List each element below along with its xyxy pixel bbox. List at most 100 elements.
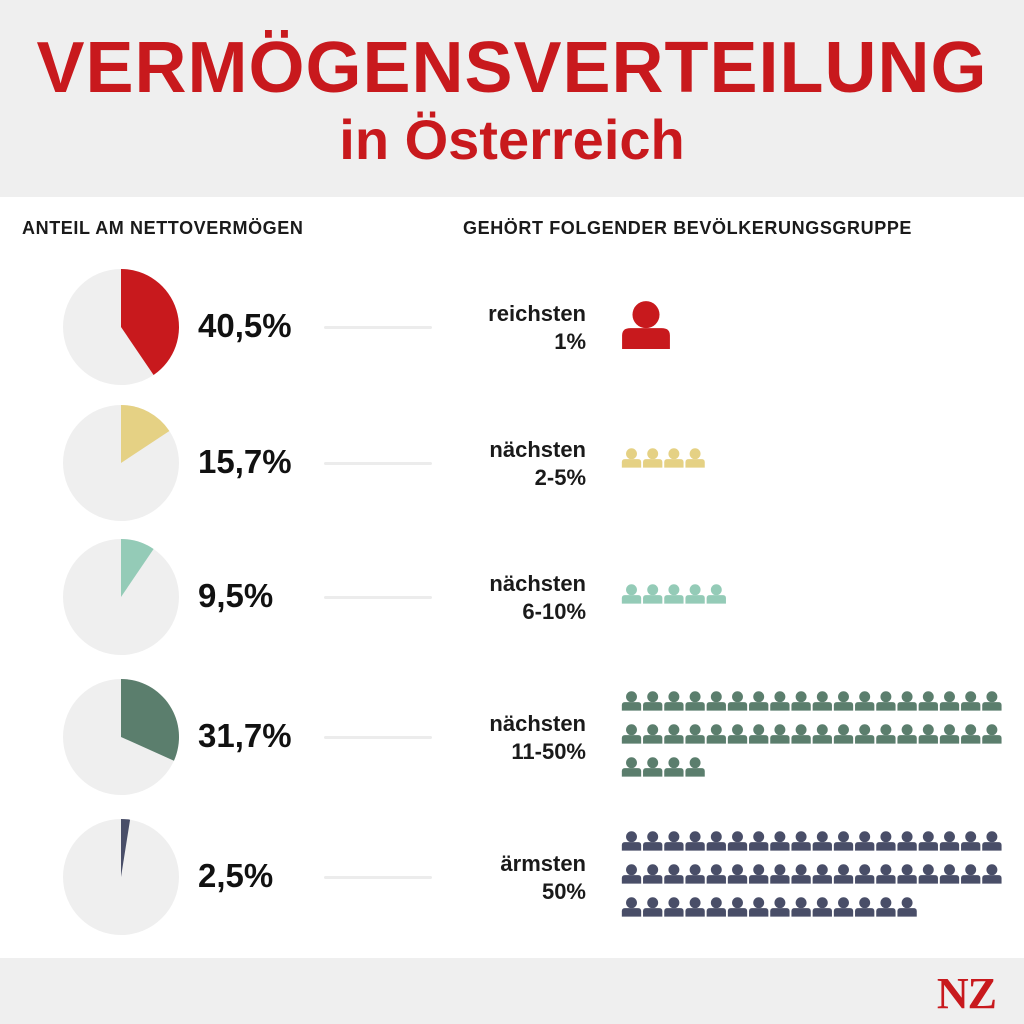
person-icon-head bbox=[626, 757, 637, 769]
value-label: 9,5% bbox=[198, 577, 274, 614]
person-icon-body bbox=[664, 842, 684, 851]
person-icon-body bbox=[876, 875, 896, 884]
person-icon bbox=[812, 691, 832, 711]
person-icon-head bbox=[732, 864, 743, 876]
person-icon bbox=[664, 897, 684, 917]
person-icon-head bbox=[859, 724, 871, 736]
person-icon-head bbox=[632, 301, 660, 329]
group-label: nächsten 2-5% bbox=[440, 436, 586, 492]
person-icon-head bbox=[965, 864, 977, 876]
person-icon-head bbox=[668, 584, 680, 596]
pie-slice bbox=[121, 539, 154, 597]
value-label: 2,5% bbox=[198, 857, 274, 894]
person-icon-head bbox=[647, 864, 659, 876]
person-icon-head bbox=[689, 831, 701, 843]
person-icon-body bbox=[770, 702, 790, 711]
person-icon bbox=[727, 831, 748, 851]
person-icon-head bbox=[732, 897, 743, 909]
person-icon-head bbox=[880, 864, 892, 876]
person-icon-body bbox=[833, 908, 854, 917]
person-icon bbox=[897, 897, 917, 917]
person-icon-head bbox=[922, 691, 934, 703]
person-icon bbox=[643, 897, 663, 917]
group-label: ärmsten 50% bbox=[440, 850, 586, 906]
person-icon bbox=[897, 831, 917, 851]
person-icon-body bbox=[876, 702, 896, 711]
person-icon bbox=[812, 897, 832, 917]
person-icon-head bbox=[901, 691, 913, 703]
person-icon-body bbox=[621, 702, 642, 711]
page-title: VERMÖGENSVERTEILUNG bbox=[36, 28, 988, 108]
person-icon bbox=[727, 724, 748, 744]
person-icon bbox=[685, 864, 705, 884]
person-icon bbox=[770, 897, 790, 917]
person-icon-head bbox=[647, 584, 659, 596]
pie-slice bbox=[121, 679, 180, 761]
data-row: 9,5% nächsten 6-10% bbox=[0, 538, 1024, 658]
person-icon-head bbox=[753, 724, 765, 736]
person-icon-head bbox=[880, 724, 892, 736]
person-icon-body bbox=[833, 842, 854, 851]
person-icon-head bbox=[626, 724, 637, 736]
person-icon-body bbox=[791, 702, 811, 711]
person-icon bbox=[621, 448, 642, 468]
person-icon-body bbox=[982, 875, 1002, 884]
person-icon-head bbox=[795, 897, 807, 909]
person-icon-body bbox=[706, 735, 726, 744]
person-icon-body bbox=[982, 842, 1002, 851]
person-icon-head bbox=[795, 864, 807, 876]
person-icon bbox=[876, 831, 896, 851]
person-icon-body bbox=[727, 842, 748, 851]
person-icon-head bbox=[647, 724, 659, 736]
person-icon bbox=[621, 584, 642, 604]
person-icon bbox=[706, 831, 726, 851]
person-icon bbox=[876, 864, 896, 884]
person-icon bbox=[621, 691, 642, 711]
person-icon-body bbox=[643, 702, 663, 711]
person-icon bbox=[918, 864, 938, 884]
person-icon bbox=[982, 864, 1002, 884]
person-icon-head bbox=[986, 864, 998, 876]
person-icon-body bbox=[664, 768, 684, 777]
person-icon bbox=[664, 448, 684, 468]
person-icon bbox=[876, 724, 896, 744]
person-icon bbox=[791, 724, 811, 744]
person-icon-body bbox=[643, 459, 663, 468]
person-icon-body bbox=[791, 908, 811, 917]
person-icon-body bbox=[621, 595, 642, 604]
person-icon-body bbox=[833, 702, 854, 711]
person-icon-body bbox=[749, 875, 769, 884]
person-icon-body bbox=[812, 702, 832, 711]
person-icon-body bbox=[939, 875, 960, 884]
person-icon-head bbox=[689, 897, 701, 909]
person-icon bbox=[643, 724, 663, 744]
person-icon-body bbox=[664, 875, 684, 884]
person-icon-head bbox=[626, 691, 637, 703]
person-icon bbox=[833, 897, 854, 917]
person-icon-body bbox=[791, 875, 811, 884]
data-row: 40,5% reichsten 1% bbox=[0, 268, 1024, 388]
person-icon bbox=[918, 691, 938, 711]
person-icon bbox=[855, 831, 875, 851]
person-icon bbox=[982, 831, 1002, 851]
person-icon-body bbox=[749, 735, 769, 744]
person-icon-body bbox=[685, 768, 705, 777]
person-icon-head bbox=[710, 831, 722, 843]
person-icon-head bbox=[710, 897, 722, 909]
person-icon-body bbox=[812, 908, 832, 917]
person-icon-body bbox=[643, 595, 663, 604]
person-icon-body bbox=[621, 768, 642, 777]
person-icon-body bbox=[770, 908, 790, 917]
person-icon bbox=[770, 691, 790, 711]
person-icon-body bbox=[643, 735, 663, 744]
person-icon-head bbox=[647, 831, 659, 843]
person-icon-head bbox=[838, 724, 849, 736]
person-icon-head bbox=[922, 831, 934, 843]
person-icon-head bbox=[859, 897, 871, 909]
person-icon-head bbox=[774, 724, 786, 736]
divider-line bbox=[324, 462, 432, 465]
person-icon-head bbox=[668, 691, 680, 703]
value-label: 15,7% bbox=[198, 443, 292, 480]
person-icon bbox=[833, 724, 854, 744]
person-icon-body bbox=[897, 842, 917, 851]
